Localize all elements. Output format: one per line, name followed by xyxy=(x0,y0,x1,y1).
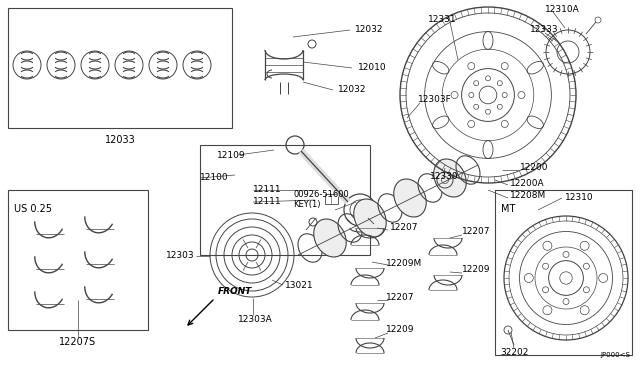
Text: 12200: 12200 xyxy=(520,164,548,173)
Text: US 0.25: US 0.25 xyxy=(14,204,52,214)
Text: 12111: 12111 xyxy=(253,198,282,206)
Text: 12033: 12033 xyxy=(104,135,136,145)
Text: 12200A: 12200A xyxy=(510,179,545,187)
Text: 12111: 12111 xyxy=(253,186,282,195)
Text: 12209: 12209 xyxy=(462,266,490,275)
Ellipse shape xyxy=(314,219,346,257)
Text: 12207: 12207 xyxy=(390,224,419,232)
Text: 12208M: 12208M xyxy=(510,192,547,201)
Text: 12331: 12331 xyxy=(428,15,456,24)
Text: MT: MT xyxy=(501,204,515,214)
Text: 12303F: 12303F xyxy=(418,96,452,105)
Text: FRONT: FRONT xyxy=(218,287,252,296)
Text: 00926-51600: 00926-51600 xyxy=(293,190,349,199)
Text: 12109: 12109 xyxy=(217,151,246,160)
Text: 12100: 12100 xyxy=(200,173,228,183)
Text: 12310A: 12310A xyxy=(545,6,580,15)
Text: 12303A: 12303A xyxy=(237,315,273,324)
Text: 13021: 13021 xyxy=(285,280,314,289)
Text: 12303: 12303 xyxy=(166,251,195,260)
Text: 12032: 12032 xyxy=(338,86,367,94)
Ellipse shape xyxy=(394,179,426,217)
Text: 12330: 12330 xyxy=(429,172,458,181)
Text: JP000<S: JP000<S xyxy=(600,352,630,358)
Text: 12333: 12333 xyxy=(530,26,559,35)
Bar xyxy=(8,190,148,330)
Bar xyxy=(325,194,338,204)
Text: 12209: 12209 xyxy=(386,326,415,334)
Bar xyxy=(495,190,632,355)
Text: 12032: 12032 xyxy=(355,26,383,35)
Bar xyxy=(200,145,370,255)
Text: 12207: 12207 xyxy=(462,228,490,237)
Ellipse shape xyxy=(354,199,386,237)
Text: 32202: 32202 xyxy=(500,348,528,357)
Ellipse shape xyxy=(434,159,466,197)
Text: 12207S: 12207S xyxy=(60,337,97,347)
Text: 12207: 12207 xyxy=(386,294,415,302)
Bar xyxy=(8,8,232,128)
Text: 12310: 12310 xyxy=(565,193,594,202)
Text: 12209M: 12209M xyxy=(386,259,422,267)
Text: KEY(1): KEY(1) xyxy=(293,200,321,209)
Text: 12010: 12010 xyxy=(358,64,387,73)
